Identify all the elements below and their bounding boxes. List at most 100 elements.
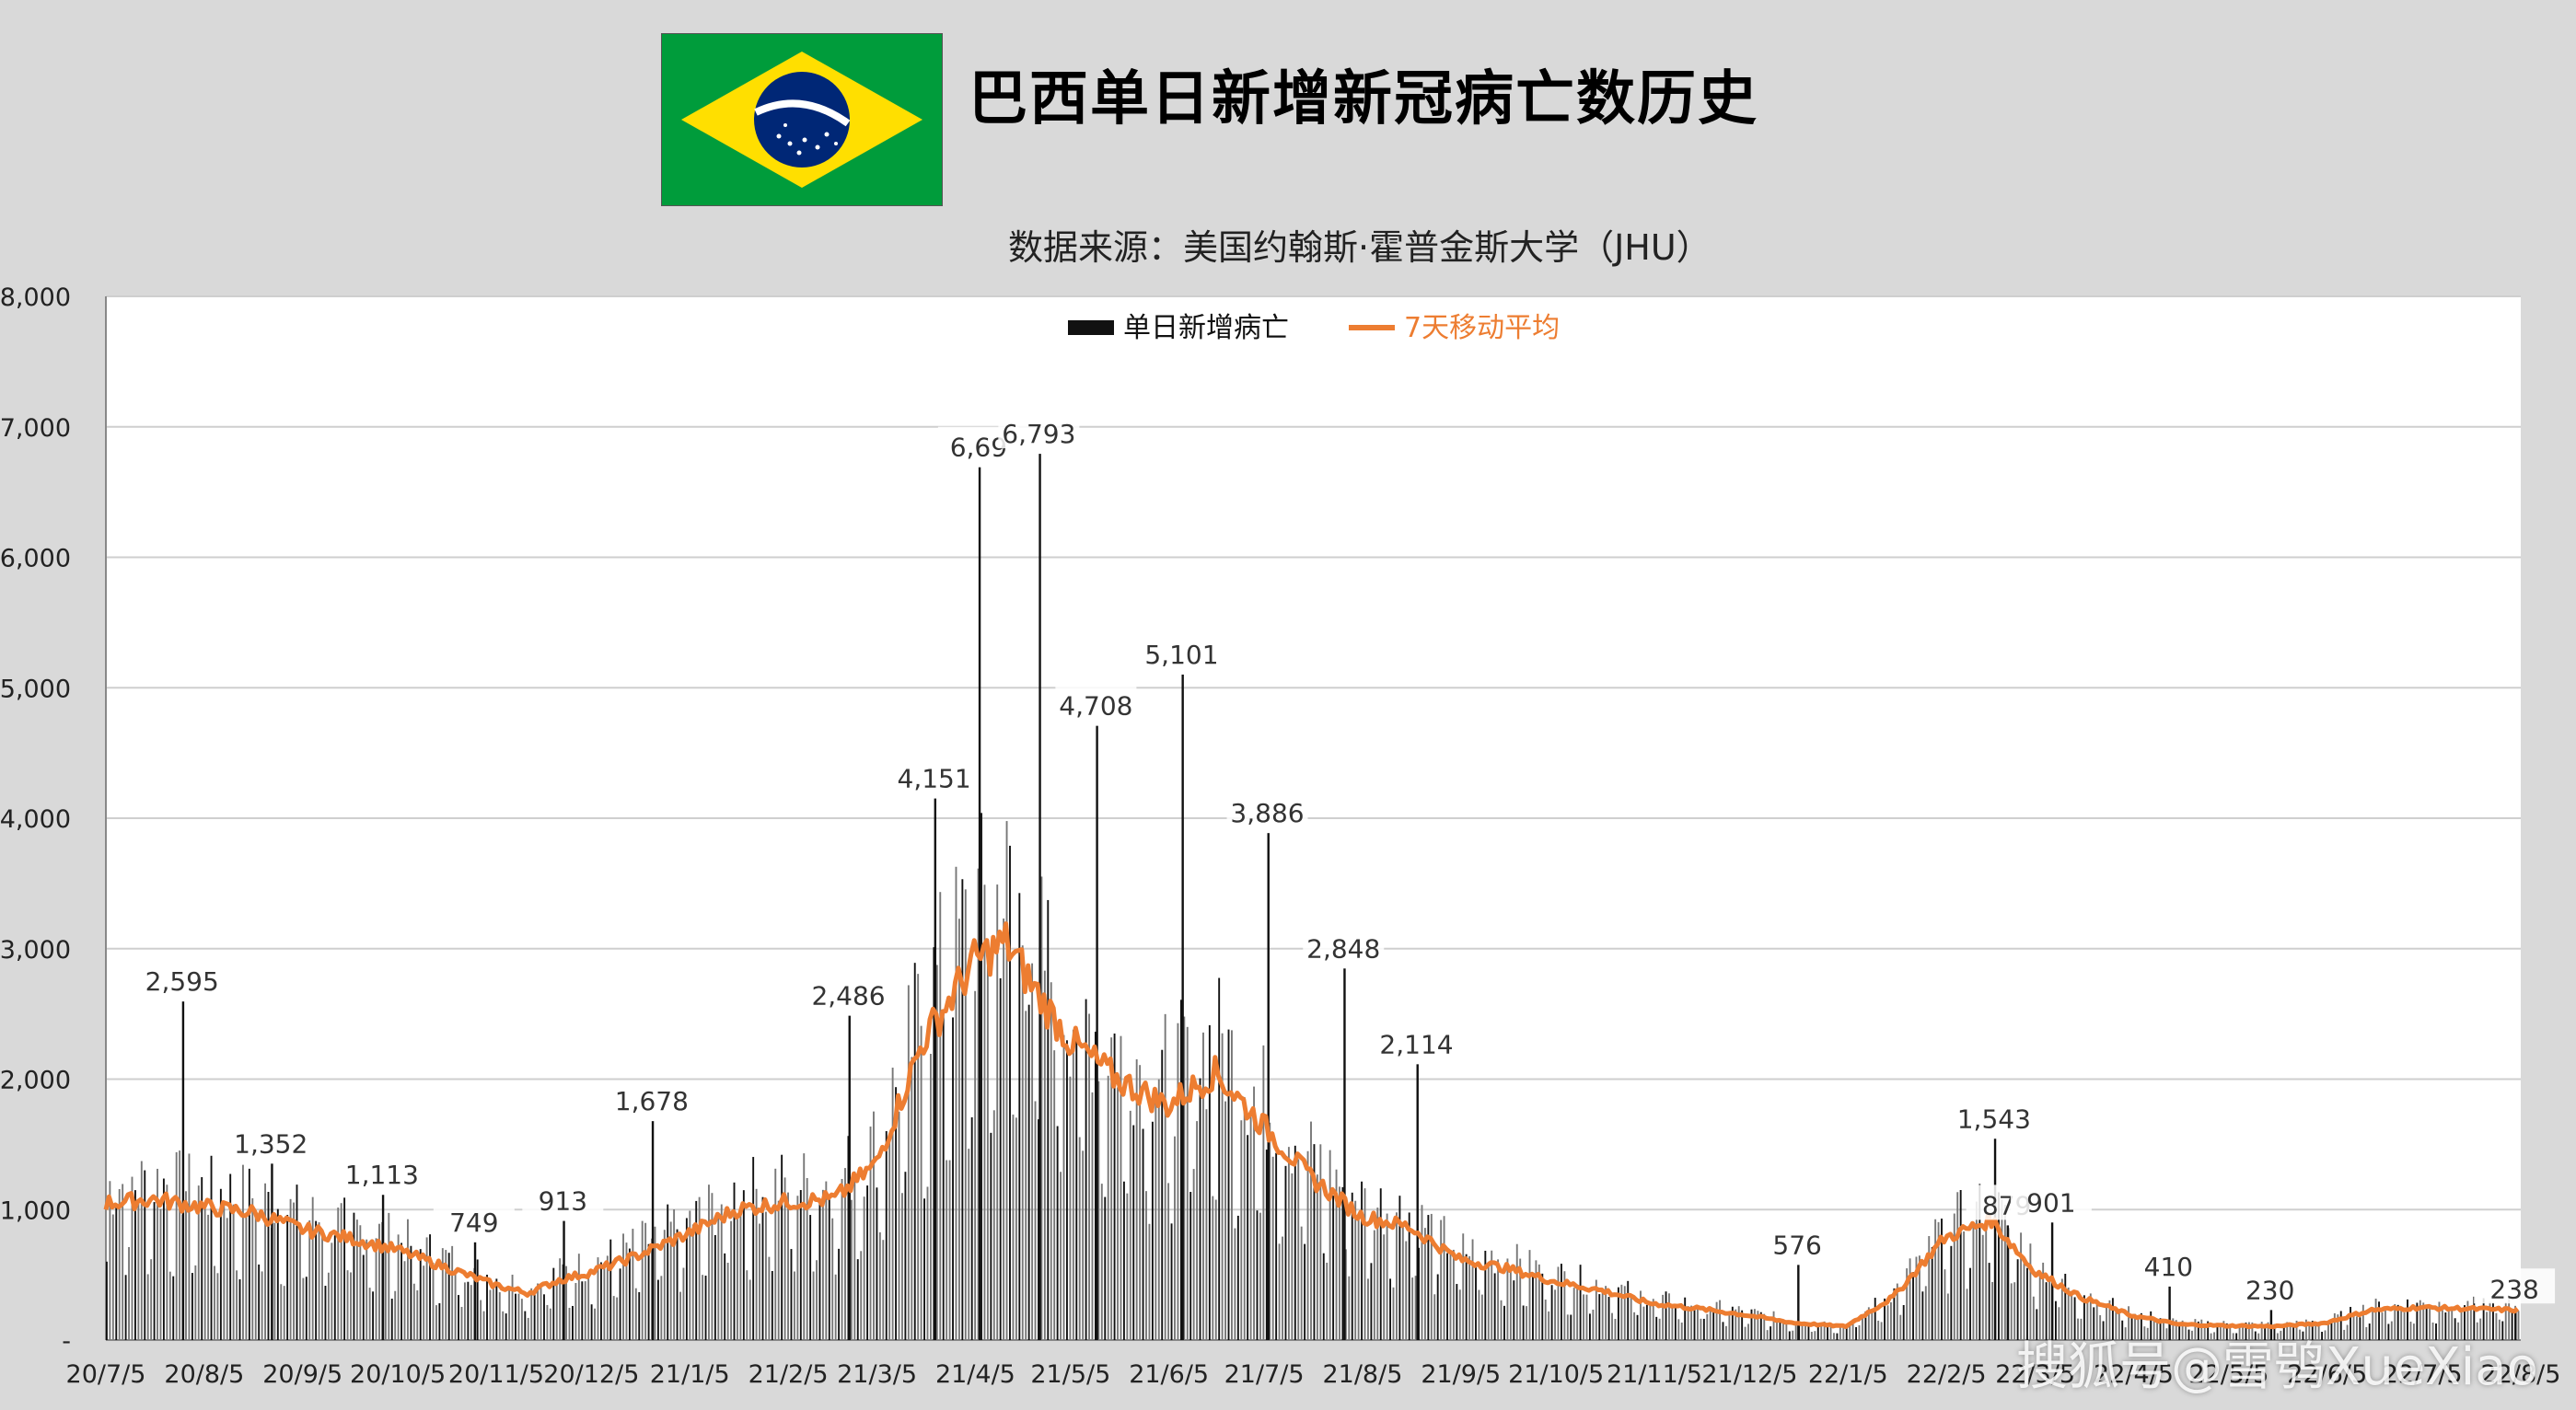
daily-bar <box>1205 1109 1208 1340</box>
daily-bar <box>1249 1113 1252 1340</box>
data-label-bg <box>1303 928 1385 964</box>
daily-bar <box>1820 1325 1823 1340</box>
daily-bar <box>362 1254 365 1340</box>
daily-bar <box>1104 1196 1107 1340</box>
data-label-bg <box>1375 1023 1457 1059</box>
daily-bar <box>1687 1306 1689 1340</box>
daily-bar <box>1519 1258 1522 1340</box>
daily-bar <box>1693 1308 1696 1340</box>
daily-bar <box>1326 1262 1329 1340</box>
daily-bar <box>2359 1317 2361 1340</box>
daily-bar <box>691 1224 694 1340</box>
daily-bar <box>2466 1300 2469 1340</box>
daily-bar <box>2384 1308 2386 1340</box>
daily-bar <box>1449 1251 1452 1340</box>
daily-bar <box>619 1268 621 1340</box>
daily-bar <box>1091 1092 1094 1340</box>
daily-bar <box>834 1274 837 1340</box>
daily-bar <box>847 1136 850 1340</box>
daily-bar <box>1050 982 1052 1340</box>
daily-bar <box>1189 1192 1192 1340</box>
x-tick-label: 21/6/5 <box>1129 1360 1209 1389</box>
daily-bar <box>1544 1300 1547 1340</box>
daily-bar <box>508 1288 511 1340</box>
daily-bar <box>612 1296 615 1340</box>
data-label: 2,848 <box>1306 933 1380 964</box>
data-label-bg <box>1055 685 1137 721</box>
daily-bar <box>1924 1286 1927 1340</box>
daily-bar <box>1915 1256 1918 1340</box>
x-tick-label: 21/4/5 <box>935 1360 1015 1389</box>
daily-bar <box>2267 1322 2269 1340</box>
daily-bar <box>1658 1318 1661 1340</box>
daily-bar <box>1810 1332 1813 1340</box>
daily-bar <box>1240 1120 1243 1340</box>
daily-bar <box>981 813 982 1340</box>
daily-bar <box>559 1258 562 1340</box>
daily-bar <box>2508 1299 2511 1340</box>
daily-bar <box>144 1170 146 1340</box>
daily-bar <box>1256 1210 1259 1340</box>
daily-bar <box>175 1151 178 1340</box>
daily-bar <box>2454 1318 2456 1340</box>
daily-bar <box>860 1251 863 1340</box>
daily-bar <box>188 1153 191 1340</box>
daily-bar <box>1398 1196 1401 1340</box>
peak-bar <box>473 1242 477 1340</box>
daily-bar <box>1506 1258 1509 1340</box>
daily-bar <box>1839 1323 1841 1340</box>
daily-bar <box>1418 1247 1420 1340</box>
daily-bar <box>841 1178 843 1340</box>
daily-bar <box>1766 1330 1769 1340</box>
daily-bar <box>2396 1304 2399 1340</box>
daily-bar <box>2042 1262 2045 1340</box>
data-label: 1,543 <box>1957 1104 2031 1134</box>
daily-bar <box>632 1229 634 1340</box>
daily-bar <box>1174 1136 1176 1340</box>
daily-bar <box>1097 1081 1100 1340</box>
daily-bar <box>549 1308 551 1340</box>
daily-bar <box>2501 1321 2504 1340</box>
daily-bar <box>1928 1236 1931 1340</box>
daily-bar <box>917 974 920 1340</box>
daily-bar <box>407 1219 409 1340</box>
daily-bar <box>1224 1101 1227 1340</box>
daily-bar <box>2254 1331 2257 1340</box>
daily-bar <box>1177 1023 1179 1340</box>
daily-bar <box>1192 1169 1195 1340</box>
daily-bar <box>638 1291 641 1340</box>
daily-bar <box>1889 1301 1892 1340</box>
daily-bar <box>122 1184 124 1340</box>
daily-bar <box>207 1214 210 1340</box>
daily-bar <box>308 1219 311 1340</box>
daily-bar <box>185 1191 187 1340</box>
daily-bar <box>1142 1128 1144 1340</box>
x-tick-label: 22/2/5 <box>1907 1360 1987 1389</box>
daily-bar <box>1528 1250 1531 1340</box>
daily-bar <box>423 1266 425 1340</box>
daily-bar <box>1480 1294 1483 1340</box>
daily-bar <box>1430 1213 1433 1340</box>
daily-bar <box>1475 1266 1477 1340</box>
daily-bar <box>1329 1150 1331 1340</box>
daily-bar <box>816 1260 818 1340</box>
y-tick-label: 7,000 <box>0 414 71 443</box>
daily-bar <box>777 1200 780 1340</box>
daily-bar <box>2178 1325 2181 1340</box>
x-tick-label: 20/8/5 <box>164 1360 244 1389</box>
daily-bar <box>2026 1267 2028 1340</box>
data-label: 6,793 <box>1002 419 1075 449</box>
daily-bar <box>1234 1228 1236 1340</box>
daily-bar <box>933 947 935 1340</box>
daily-bar <box>1849 1325 1851 1340</box>
data-label-bg <box>2010 1182 2092 1218</box>
daily-bar <box>2175 1320 2177 1340</box>
daily-bar <box>1563 1271 1566 1340</box>
daily-bar <box>454 1272 457 1340</box>
daily-bar <box>2451 1308 2454 1340</box>
daily-bar <box>1212 1196 1214 1340</box>
daily-bar <box>733 1182 736 1340</box>
daily-bar <box>157 1168 158 1340</box>
x-tick-label: 22/3/5 <box>1995 1360 2075 1389</box>
daily-bar <box>1941 1219 1943 1340</box>
